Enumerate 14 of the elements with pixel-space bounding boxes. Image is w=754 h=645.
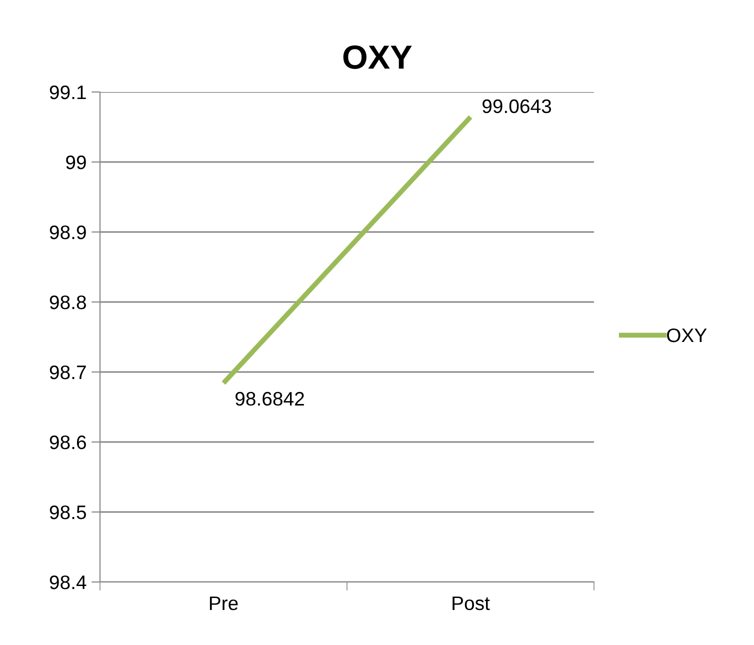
y-tick-label: 98.5 [50, 505, 86, 520]
y-tick-label: 98.6 [50, 435, 86, 450]
y-tick-label: 98.9 [50, 225, 86, 240]
data-label: 98.6842 [236, 392, 304, 406]
legend-label: OXY [667, 328, 707, 342]
x-tick-label: Post [452, 596, 490, 610]
y-tick-label: 98.4 [50, 575, 86, 590]
chart-title: OXY [343, 45, 412, 69]
x-tick-label: Pre [210, 596, 238, 610]
y-tick-label: 98.7 [50, 365, 86, 380]
y-tick-label: 98.8 [50, 295, 86, 310]
y-tick-label: 99 [66, 155, 86, 170]
data-label: 99.0643 [482, 99, 552, 114]
y-tick-label: 99.1 [50, 85, 86, 100]
